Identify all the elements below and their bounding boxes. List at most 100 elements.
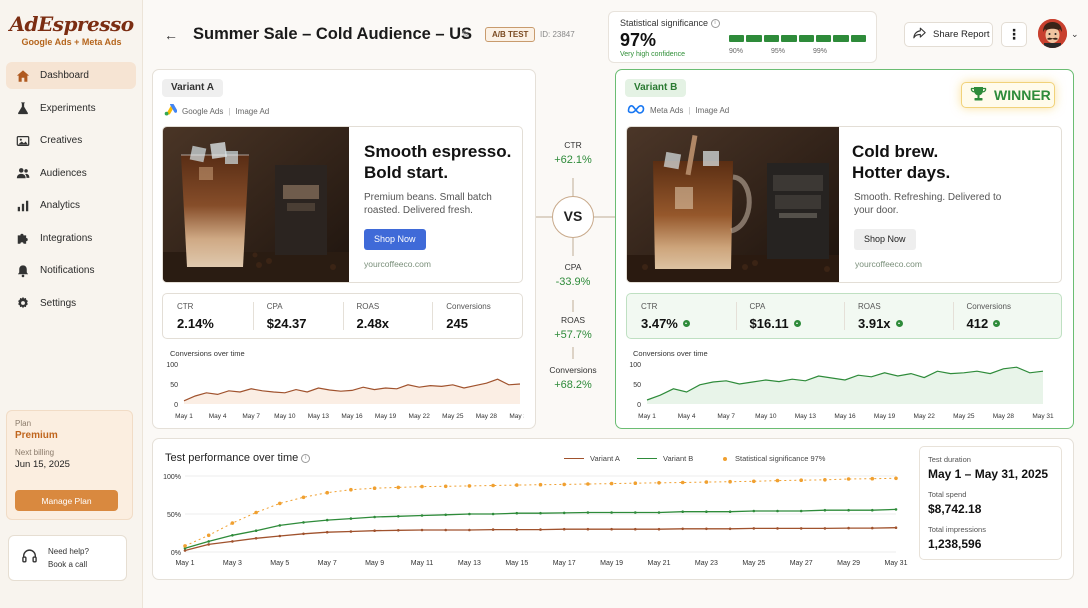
data-point	[823, 527, 827, 530]
significance-bar	[729, 35, 866, 42]
ad-url[interactable]: yourcoffeeco.com	[855, 259, 922, 269]
stat-label: Test duration	[928, 455, 971, 464]
variant-b-ad-preview[interactable]: Cold brew. Hotter days. Smooth. Refreshi…	[626, 126, 1062, 283]
metric-value-row: $16.11	[750, 316, 845, 331]
test-type-badge: A/B TEST	[485, 27, 536, 42]
data-point	[183, 544, 187, 548]
data-point	[372, 486, 377, 490]
headline-line-2: Bold start.	[364, 163, 449, 182]
metric-value: 245	[446, 316, 468, 331]
chevron-down-icon[interactable]: ⌄	[1071, 29, 1079, 39]
variant-b-label: Variant B	[625, 79, 687, 97]
data-point	[799, 478, 803, 482]
x-tick-label: May 5	[270, 560, 289, 567]
data-point	[301, 495, 306, 500]
help-card[interactable]: Need help? Book a call	[8, 535, 127, 581]
sidebar-item-label: Audiences	[40, 167, 87, 179]
compare-label: Conversions	[549, 365, 597, 375]
shop-now-button[interactable]: Shop Now	[854, 229, 916, 250]
x-tick-label: May 19	[375, 413, 397, 420]
more-options-button[interactable]: ⋮	[1001, 22, 1027, 47]
data-point	[586, 482, 590, 486]
data-point	[515, 528, 519, 531]
info-icon[interactable]: i	[710, 19, 720, 29]
stat-label: Total spend	[928, 490, 967, 499]
gear-icon	[15, 295, 31, 311]
data-point	[847, 508, 850, 512]
ad-url[interactable]: yourcoffeeco.com	[364, 259, 431, 269]
headline-line-2: Hotter days.	[852, 163, 951, 182]
metric-ctr: CTR 2.14%	[163, 294, 253, 338]
x-tick-label: May 19	[600, 560, 623, 567]
manage-plan-button[interactable]: Manage Plan	[15, 490, 118, 511]
data-point	[444, 528, 448, 532]
help-subtitle: Book a call	[48, 560, 88, 569]
info-icon[interactable]: i	[301, 453, 311, 463]
data-point	[278, 534, 282, 538]
sidebar-item-audiences[interactable]: Audiences	[6, 160, 136, 187]
sidebar-item-notifications[interactable]: Notifications	[6, 257, 136, 284]
x-tick-label: May 31	[509, 413, 524, 420]
data-point	[657, 481, 661, 485]
sidebar-item-integrations[interactable]: Integrations	[6, 225, 136, 252]
data-point	[396, 485, 401, 490]
stat-label: Total impressions	[928, 525, 986, 534]
data-point	[491, 512, 495, 516]
x-tick-label: May 10	[274, 413, 296, 420]
back-arrow-icon[interactable]: ←	[164, 27, 178, 43]
compare-value: -33.9%	[555, 276, 591, 288]
sidebar-item-dashboard[interactable]: Dashboard	[6, 62, 136, 89]
x-tick-label: May 1	[638, 413, 656, 420]
ad-body: Smooth. Refreshing. Delivered to your do…	[854, 192, 1002, 216]
vs-connector	[594, 216, 615, 218]
sidebar-item-settings[interactable]: Settings	[6, 290, 136, 317]
data-point	[254, 529, 258, 532]
share-report-button[interactable]: Share Report	[904, 22, 993, 47]
avatar[interactable]	[1038, 19, 1067, 48]
x-tick-label: May 19	[874, 413, 896, 420]
shop-now-button[interactable]: Shop Now	[364, 229, 426, 250]
compare-value: +57.7%	[554, 329, 592, 341]
vs-badge: VS	[552, 196, 594, 238]
pencil-icon[interactable]: ✎	[461, 29, 471, 41]
share-icon	[913, 27, 926, 42]
sidebar-nav: Dashboard Experiments Creatives Audience…	[6, 62, 136, 322]
data-point	[254, 510, 258, 515]
data-point	[373, 529, 376, 532]
metric-conversions: Conversions 245	[432, 294, 522, 338]
data-point	[468, 528, 471, 532]
variant-a-platform: Google Ads | Image Ad	[164, 102, 269, 118]
test-id: ID: 23847	[540, 30, 575, 39]
data-point	[397, 515, 400, 518]
metric-label: CTR	[641, 302, 658, 311]
y-tick-label: 0%	[171, 550, 181, 557]
significance-description: Very high confidence	[620, 51, 685, 58]
series-area	[647, 367, 1043, 404]
data-point	[206, 533, 211, 538]
y-tick-label: 100	[629, 362, 641, 369]
y-tick-label: 0	[637, 402, 641, 409]
legend-variant-a: Variant A	[564, 454, 620, 463]
metric-label: CTR	[177, 302, 194, 311]
platform-name: Google Ads	[182, 106, 224, 116]
variant-a-ad-preview[interactable]: Smooth espresso. Bold start. Premium bea…	[162, 126, 523, 283]
data-point	[894, 508, 898, 511]
variant-b-platform: Meta Ads | Image Ad	[627, 104, 729, 116]
metric-roas: ROAS 3.91x	[844, 294, 953, 338]
variant-a-card: Variant A Google Ads | Image Ad Smoot	[152, 69, 536, 429]
x-tick-label: May 22	[914, 413, 936, 420]
plan-name: Premium	[15, 430, 58, 441]
x-tick-label: May 28	[476, 413, 498, 420]
sidebar-item-experiments[interactable]: Experiments	[6, 95, 136, 122]
brand-logo[interactable]: AdEspresso Google Ads + Meta Ads	[0, 12, 143, 47]
plan-card: Plan Premium Next billing Jun 15, 2025 M…	[6, 410, 133, 520]
x-tick-label: May 23	[695, 560, 718, 567]
metric-label: CPA	[749, 302, 766, 311]
sidebar-item-analytics[interactable]: Analytics	[6, 192, 136, 219]
metric-cpa: CPA $16.11	[735, 294, 845, 338]
variant-a-metrics: CTR 2.14% CPA $24.37 ROAS 2.48x Conversions…	[162, 293, 523, 339]
metric-label: ROAS	[858, 302, 881, 311]
stat-value: May 1 – May 31, 2025	[928, 467, 1049, 481]
sidebar-item-creatives[interactable]: Creatives	[6, 127, 136, 154]
series-line	[183, 378, 521, 402]
